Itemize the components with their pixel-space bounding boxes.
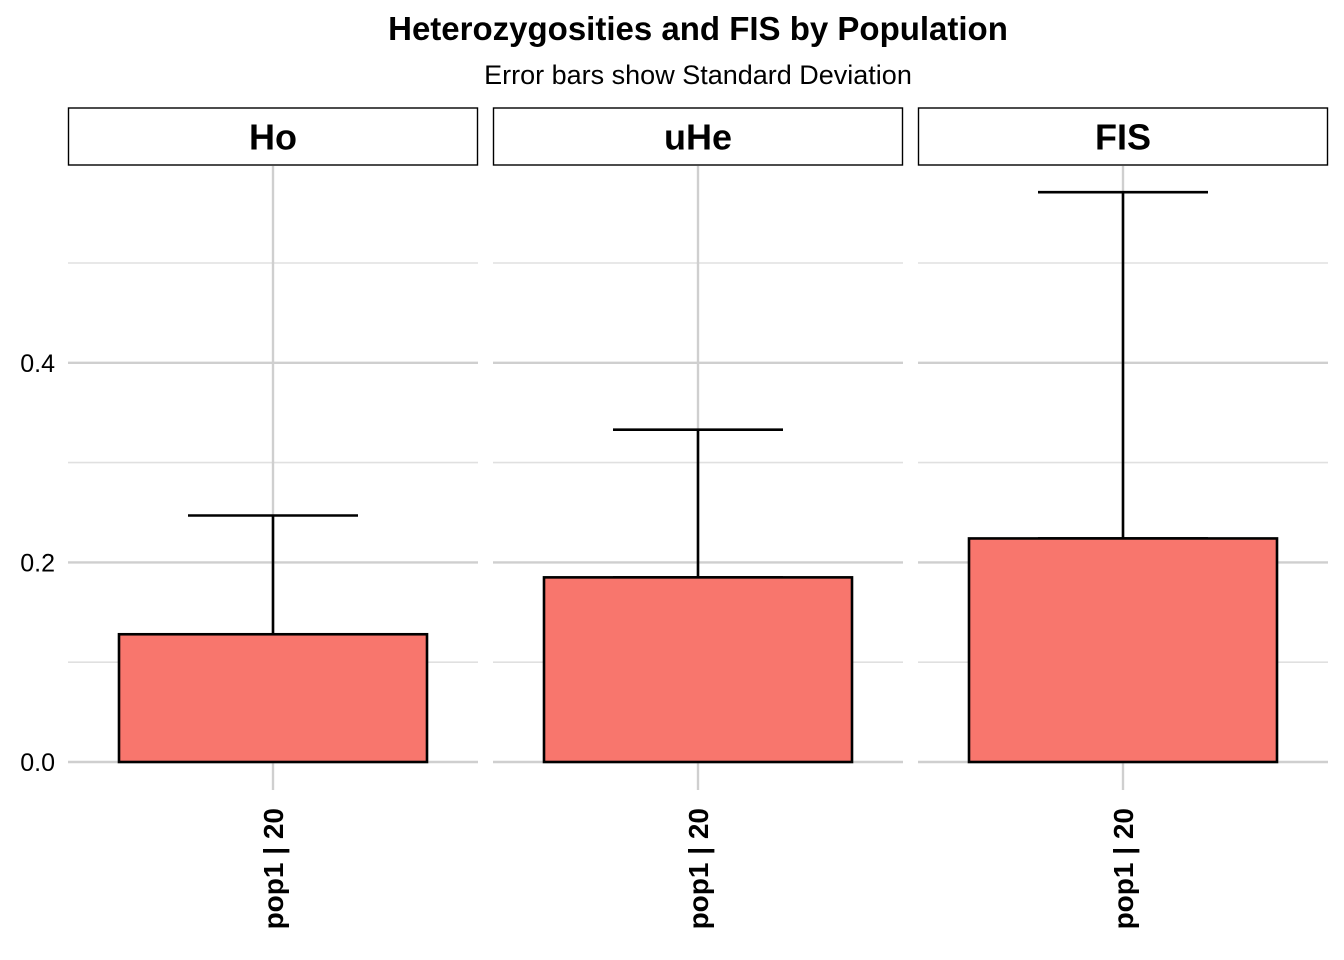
facet-strip-label: uHe [664, 117, 732, 158]
y-tick-label: 0.0 [20, 749, 55, 777]
x-tick-label: pop1 | 20 [258, 808, 289, 929]
x-tick-label: pop1 | 20 [683, 808, 714, 929]
bar-fis [967, 537, 1279, 764]
y-tick-label: 0.2 [20, 549, 55, 577]
facet-strip-label: FIS [1095, 117, 1151, 158]
bar-ho [117, 632, 429, 764]
facet-panel-fis: FIS pop1 | 20 [917, 107, 1329, 929]
facet-strip-label: Ho [249, 117, 297, 158]
facet-strip [67, 107, 479, 166]
facet-panels: Ho pop1 | 20 uHe pop1 | 20 FIS pop1 | 20 [67, 107, 1329, 929]
facet-strip [492, 107, 904, 166]
x-tick-label: pop1 | 20 [1108, 808, 1139, 929]
chart-title: Heterozygosities and FIS by Population [388, 10, 1008, 47]
y-tick-label: 0.4 [20, 350, 55, 378]
facet-panel-uhe: uHe pop1 | 20 [492, 107, 904, 929]
facet-panel-ho: Ho pop1 | 20 [67, 107, 479, 929]
chart-subtitle: Error bars show Standard Deviation [484, 60, 912, 90]
y-axis: 0.0 0.2 0.4 [20, 350, 55, 777]
bar-uhe [542, 576, 854, 764]
facet-strip [917, 107, 1329, 166]
